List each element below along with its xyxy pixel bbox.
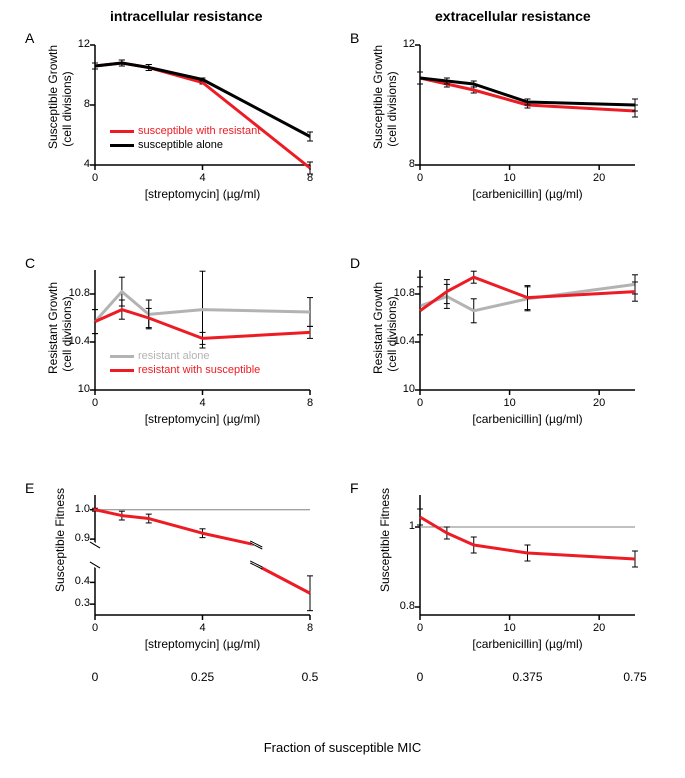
legend-item: resistant with susceptible: [110, 364, 260, 376]
legend-item: resistant alone: [110, 350, 210, 362]
plot-D: [420, 270, 635, 390]
plot-B: [420, 45, 635, 165]
plot-E: [95, 495, 310, 615]
plot-F: [420, 495, 635, 615]
legend-item: susceptible alone: [110, 139, 223, 151]
legend-item: susceptible with resistant: [110, 125, 260, 137]
